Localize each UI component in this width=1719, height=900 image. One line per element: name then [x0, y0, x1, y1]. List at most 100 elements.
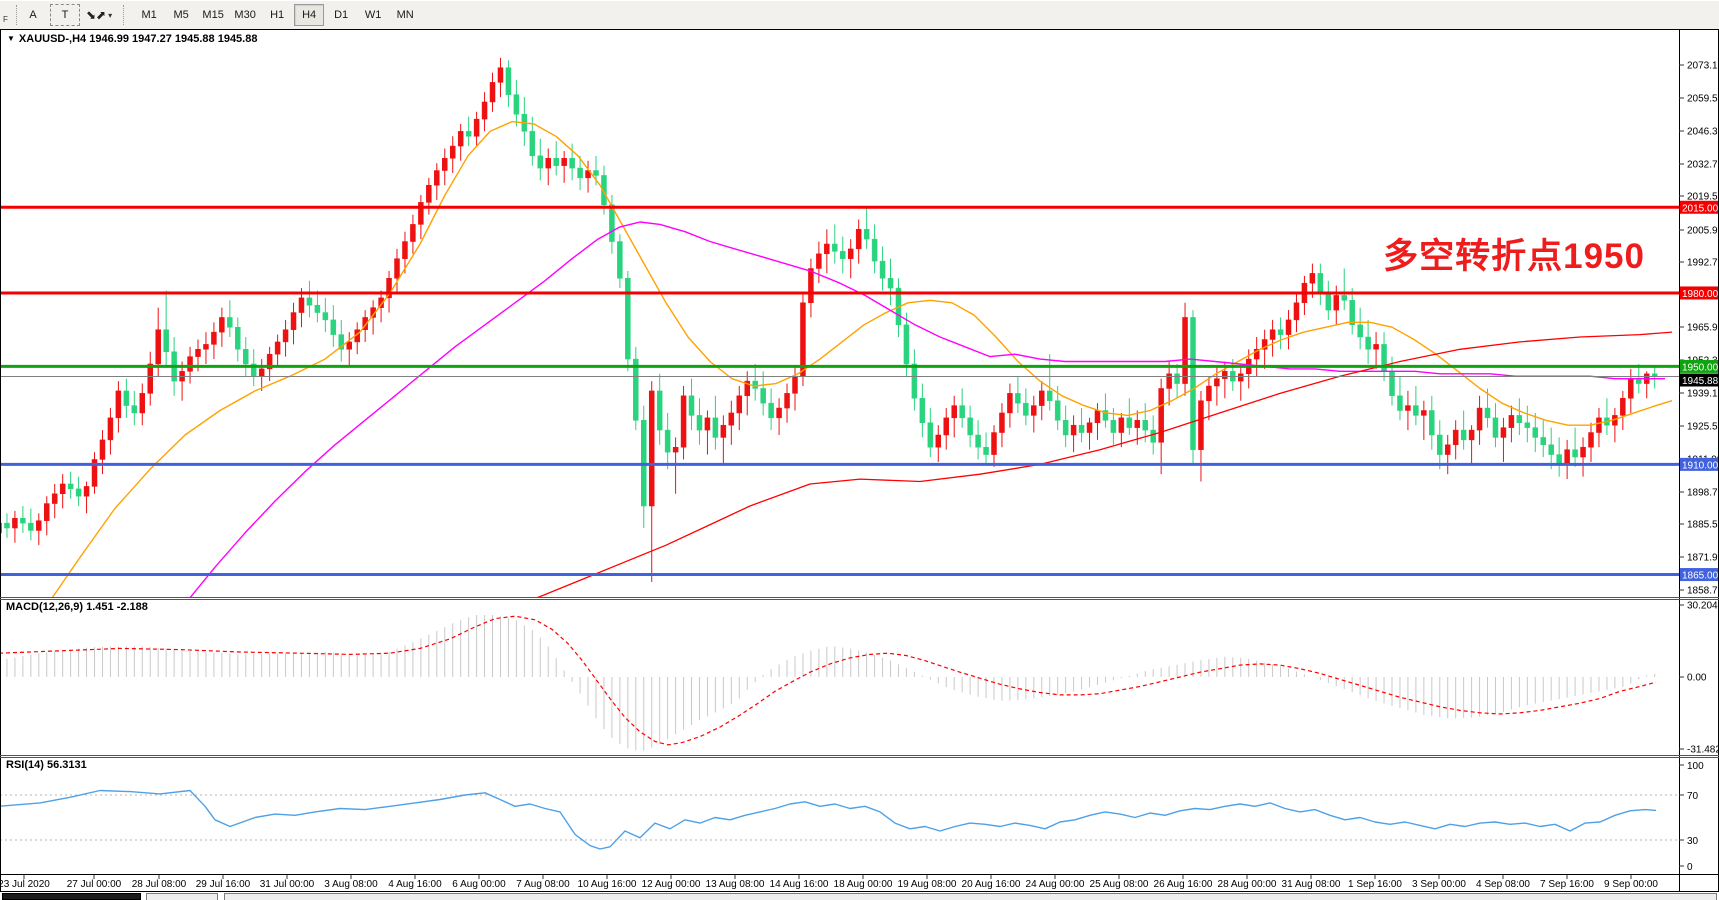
current-price-plate	[1680, 373, 1718, 387]
candle	[712, 395, 719, 450]
candle	[298, 288, 305, 328]
candle	[418, 195, 424, 240]
candle	[545, 148, 551, 186]
timeframe-button-m30[interactable]: M30	[234, 9, 256, 21]
candle	[832, 224, 838, 264]
candle	[282, 319, 289, 357]
candle	[59, 474, 66, 509]
price-tick-label: 1992.70	[1687, 258, 1719, 269]
bottom-bar-segment[interactable]	[146, 893, 218, 900]
candle	[943, 408, 949, 450]
text-label-tool-button[interactable]: A	[29, 9, 37, 21]
candle	[139, 383, 146, 426]
candle	[847, 239, 854, 279]
timeframe-button-mn[interactable]: MN	[396, 9, 414, 21]
candle	[1039, 381, 1045, 421]
candle	[704, 410, 711, 455]
candle	[967, 405, 973, 448]
candle	[1508, 405, 1515, 443]
price-axis[interactable]: 2073.10 2059.50 2046.30 2032.70 2019.50 2005.…	[1679, 61, 1719, 874]
candle	[99, 430, 106, 475]
candle	[1397, 376, 1403, 421]
candle	[123, 378, 130, 418]
cursor-tool-button[interactable]: ⬊⬈ ▾	[82, 4, 116, 26]
main-chart-plot[interactable]	[0, 57, 1673, 611]
candle	[12, 510, 18, 543]
candle	[999, 403, 1005, 448]
time-tick-label: 3 Sep 00:00	[1412, 879, 1466, 890]
bottom-bar-segment[interactable]	[224, 893, 1717, 900]
candle	[410, 214, 416, 254]
time-tick-label: 13 Aug 08:00	[706, 879, 765, 890]
level-1950.00-label: 1950.00	[1682, 362, 1719, 373]
candle	[330, 305, 337, 347]
timeframe-button-h4[interactable]: H4	[294, 4, 325, 26]
candle	[792, 366, 798, 411]
candle	[760, 371, 766, 416]
candle	[656, 373, 663, 445]
current-price-label: 1945.88	[1682, 376, 1719, 387]
candle	[147, 351, 153, 406]
candle	[840, 236, 846, 274]
candle	[75, 476, 82, 506]
macd-panel-plot[interactable]	[0, 615, 1657, 751]
timeframe-button-m15[interactable]: M15	[202, 9, 224, 21]
price-tick-label: 1871.90	[1687, 553, 1719, 564]
candles-layer	[0, 57, 1658, 582]
timeframe-button-d1[interactable]: D1	[334, 9, 349, 21]
time-tick-label: 7 Sep 16:00	[1540, 879, 1594, 890]
candle	[1373, 332, 1379, 369]
candle	[1253, 337, 1260, 377]
candle	[1437, 420, 1443, 470]
ohlc-close: 1945.88	[217, 33, 258, 45]
move-arrows-icon: ⬊⬈	[86, 8, 107, 22]
symbol-dropdown-icon[interactable]: ▼	[7, 34, 15, 43]
candle	[1198, 390, 1204, 482]
candle	[633, 346, 639, 431]
price-tick-label: 2032.70	[1687, 160, 1719, 171]
candle	[131, 390, 138, 426]
level-1865.00-plate	[1680, 568, 1718, 582]
candle	[648, 381, 655, 582]
time-tick-label: 20 Aug 16:00	[962, 879, 1021, 890]
candle	[736, 386, 743, 431]
timeframe-button-m5[interactable]: M5	[173, 9, 189, 21]
candle	[513, 79, 520, 127]
rsi-panel-plot[interactable]	[0, 789, 1679, 850]
level-lines-layer	[0, 205, 1679, 577]
candle	[816, 241, 822, 284]
candle	[235, 317, 241, 362]
time-tick-label: 31 Aug 08:00	[1282, 879, 1341, 890]
rsi-axis-label: 30	[1687, 836, 1699, 847]
ohlc-open: 1946.99	[89, 33, 129, 45]
candle	[465, 116, 472, 147]
candle	[1070, 415, 1077, 453]
candle	[1102, 393, 1109, 428]
chevron-down-icon: ▾	[108, 10, 113, 20]
candle	[434, 163, 440, 200]
timeframe-button-w1[interactable]: W1	[364, 9, 382, 21]
price-tick-label: 1858.70	[1687, 586, 1719, 597]
time-axis[interactable]: 23 Jul 2020 27 Jul 00:00 28 Jul 08:00 29 Ju…	[0, 875, 1658, 890]
candle	[919, 383, 926, 438]
timeframe-button-h1[interactable]: H1	[270, 9, 285, 21]
candle	[115, 381, 122, 433]
candle	[808, 258, 814, 318]
price-tick-label: 1939.10	[1687, 389, 1719, 400]
time-tick-label: 27 Jul 00:00	[67, 879, 122, 890]
candle	[378, 290, 384, 323]
candle	[1126, 398, 1133, 435]
candle	[394, 248, 400, 293]
candle	[1500, 417, 1507, 462]
text-box-tool-button[interactable]: T	[50, 4, 80, 26]
candle	[641, 405, 647, 529]
timeframe-button-m1[interactable]: M1	[141, 9, 157, 21]
time-tick-label: 26 Aug 16:00	[1154, 879, 1213, 890]
candle	[1572, 427, 1578, 467]
rsi-name: RSI(14)	[6, 759, 44, 771]
candle	[959, 388, 965, 428]
candle	[609, 195, 615, 254]
macd-signal-value: -2.188	[116, 601, 148, 613]
candle	[1285, 310, 1292, 350]
